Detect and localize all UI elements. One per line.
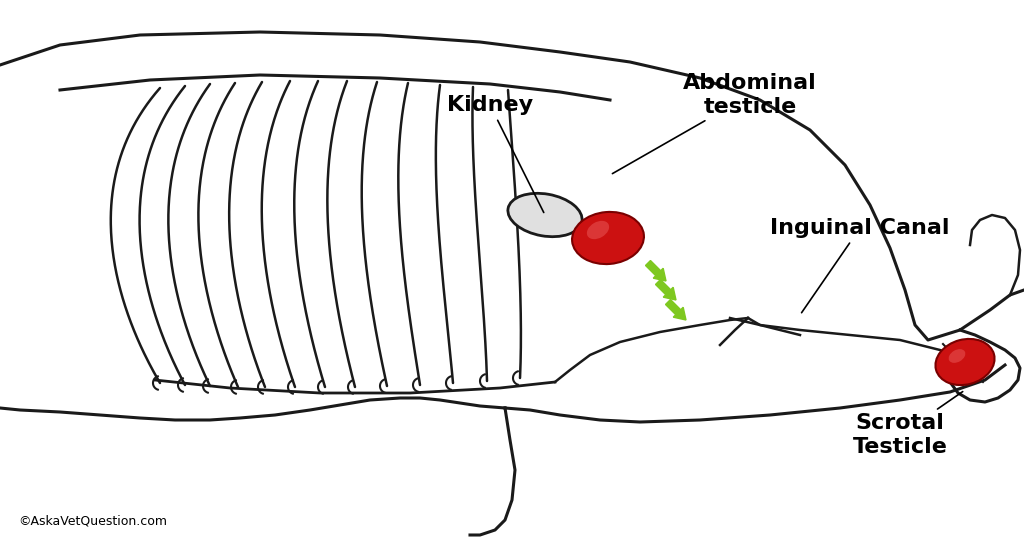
Polygon shape — [0, 32, 1024, 422]
Text: Scrotal
Testicle: Scrotal Testicle — [853, 392, 963, 457]
Ellipse shape — [587, 221, 609, 239]
Text: Abdominal
testicle: Abdominal testicle — [612, 74, 817, 174]
Text: Kidney: Kidney — [446, 95, 544, 213]
Ellipse shape — [948, 349, 966, 363]
Text: ©AskaVetQuestion.com: ©AskaVetQuestion.com — [18, 515, 167, 528]
Ellipse shape — [508, 193, 582, 236]
Text: Inguinal Canal: Inguinal Canal — [770, 218, 949, 313]
Ellipse shape — [936, 339, 994, 385]
FancyArrow shape — [655, 280, 676, 300]
FancyArrow shape — [666, 300, 686, 320]
Ellipse shape — [572, 212, 644, 264]
FancyArrow shape — [645, 261, 666, 281]
